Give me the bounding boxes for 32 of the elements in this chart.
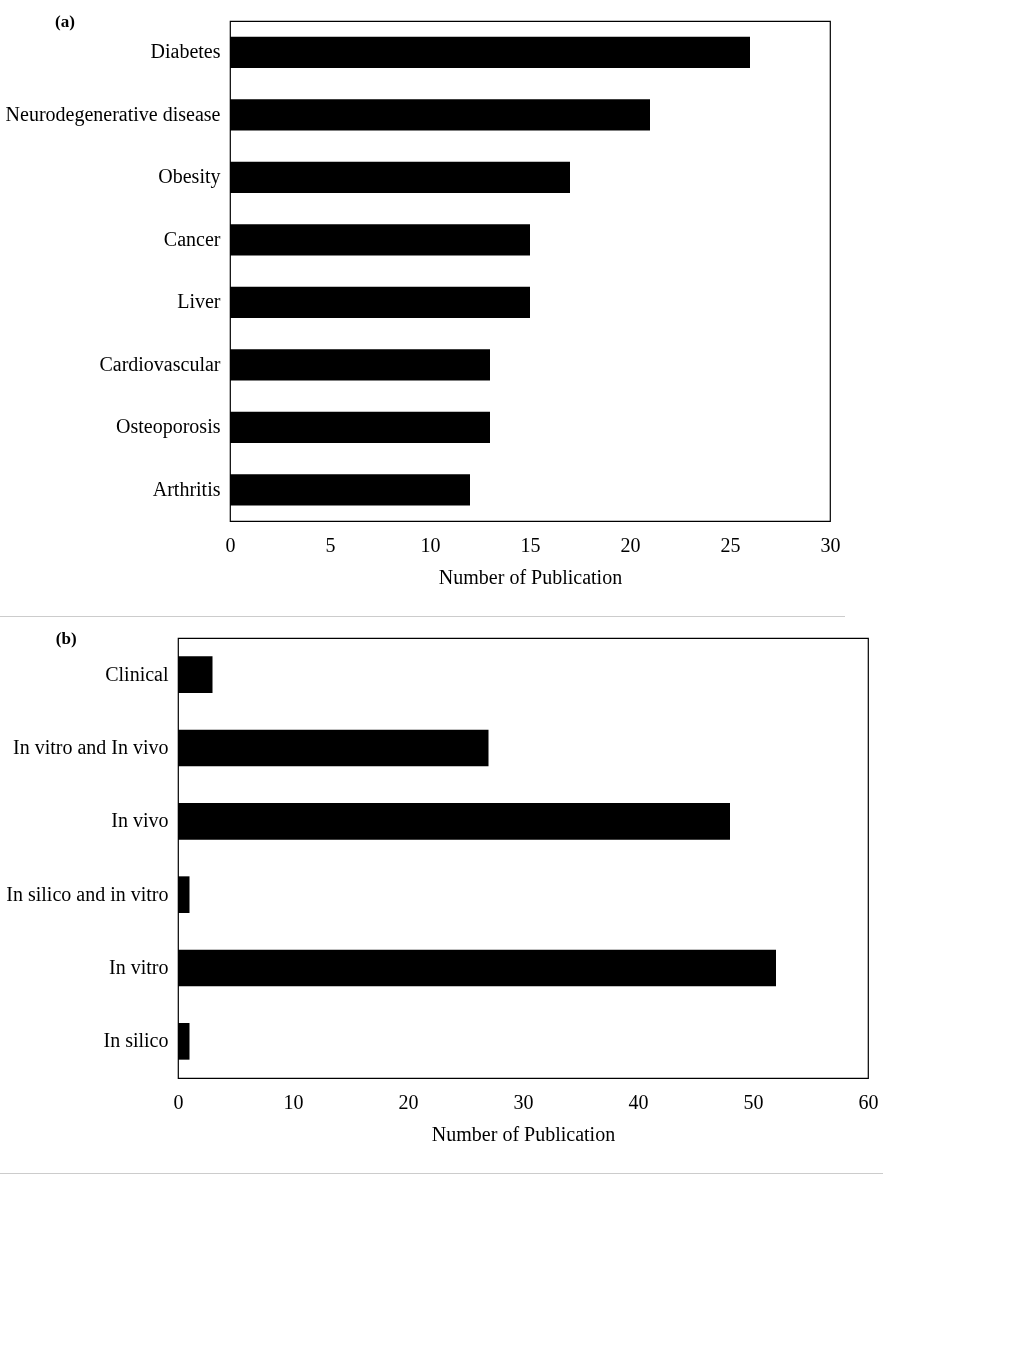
x-tick-label: 40 xyxy=(628,1090,649,1113)
y-tick-label: Clinical xyxy=(105,662,169,685)
x-axis-title: Number of Publication xyxy=(438,565,623,588)
x-tick-label: 50 xyxy=(743,1090,764,1113)
y-tick-label: Diabetes xyxy=(150,40,221,63)
y-tick-label: Arthritis xyxy=(152,477,221,500)
y-tick-label: Neurodegenerative disease xyxy=(5,102,221,126)
y-tick-label: In vitro and In vivo xyxy=(12,736,169,758)
y-tick-label: Osteoporosis xyxy=(116,415,221,439)
x-tick-label: 5 xyxy=(325,533,336,556)
x-tick-label: 20 xyxy=(398,1090,419,1113)
x-tick-label: 60 xyxy=(858,1090,879,1113)
chart-title: (b) xyxy=(55,629,77,648)
x-tick-label: 20 xyxy=(620,533,641,556)
x-tick-label: 0 xyxy=(225,533,236,556)
x-tick-label: 25 xyxy=(720,533,741,556)
y-tick-label: In silico and in vitro xyxy=(6,882,169,905)
x-tick-label: 30 xyxy=(513,1090,534,1113)
y-tick-label: Cardiovascular xyxy=(99,352,221,375)
x-tick-label: 15 xyxy=(520,533,541,556)
text: (a) xyxy=(55,12,75,31)
y-tick-label: In vivo xyxy=(111,809,169,832)
y-tick-label: Obesity xyxy=(158,165,221,189)
y-tick-label: In silico xyxy=(103,1029,169,1052)
y-tick-label: Liver xyxy=(177,290,221,313)
x-tick-label: 10 xyxy=(283,1090,304,1113)
x-axis-title: Number of Publication xyxy=(431,1122,616,1145)
x-tick-label: 30 xyxy=(820,533,841,556)
x-tick-label: 0 xyxy=(173,1090,184,1113)
y-tick-label: In vitro xyxy=(109,956,169,978)
x-tick-label: 10 xyxy=(420,533,441,556)
y-tick-label: Cancer xyxy=(163,227,221,250)
